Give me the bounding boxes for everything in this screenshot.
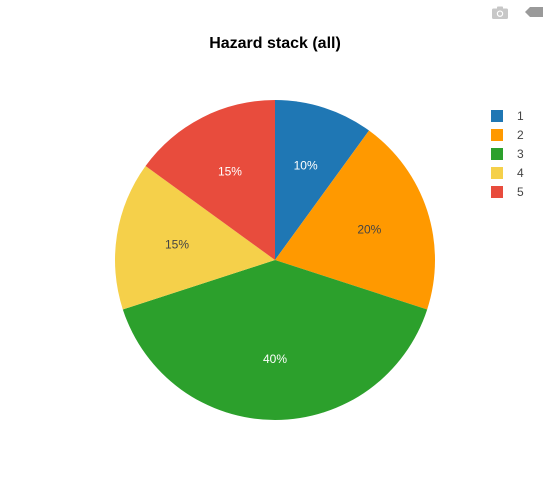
legend-item-4[interactable]: 4	[491, 163, 524, 182]
pie-slice-3[interactable]	[122, 260, 428, 420]
plotly-logo-button[interactable]	[524, 4, 544, 20]
legend-label: 1	[517, 108, 524, 123]
legend-swatch	[491, 147, 503, 160]
legend-label: 5	[517, 184, 524, 199]
legend-label: 2	[517, 127, 524, 142]
pie-slice-label-5: 15%	[218, 165, 242, 179]
legend-swatch	[491, 109, 503, 122]
plotly-logo-icon	[525, 7, 543, 17]
legend-swatch	[491, 128, 503, 141]
legend-swatch	[491, 185, 503, 198]
pie-slice-labels: 10% 20% 40% 15% 15%	[165, 159, 382, 367]
camera-icon	[492, 6, 508, 19]
legend-item-3[interactable]: 3	[491, 144, 524, 163]
legend-item-5[interactable]: 5	[491, 182, 524, 201]
pie-slice-1[interactable]	[275, 100, 370, 260]
chart-title: Hazard stack (all)	[209, 35, 341, 52]
legend-label: 4	[517, 165, 524, 180]
legend-swatch	[491, 166, 503, 179]
pie-slice-5[interactable]	[145, 100, 275, 260]
pie-slice-4[interactable]	[114, 165, 275, 310]
pie-slices	[114, 100, 435, 420]
pie-slice-2[interactable]	[275, 130, 435, 310]
pie-slice-label-3: 40%	[263, 352, 287, 366]
modebar	[490, 4, 544, 20]
pie-slice-label-1: 10%	[294, 159, 318, 173]
pie-slice-label-4: 15%	[165, 237, 189, 251]
pie-slice-label-2: 20%	[357, 222, 381, 236]
legend-label: 3	[517, 146, 524, 161]
legend: 1 2 3 4 5	[491, 106, 524, 201]
legend-item-2[interactable]: 2	[491, 125, 524, 144]
download-plot-button[interactable]	[490, 4, 510, 20]
legend-item-1[interactable]: 1	[491, 106, 524, 125]
